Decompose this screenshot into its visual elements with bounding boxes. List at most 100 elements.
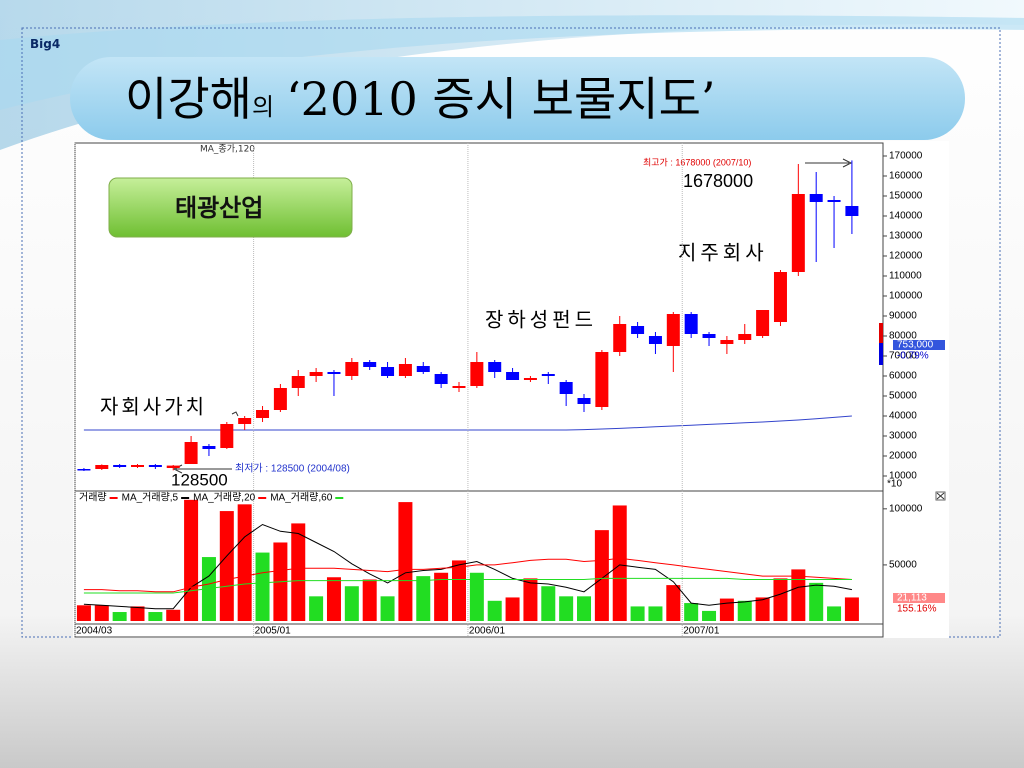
candle-body — [773, 272, 787, 322]
volume-bar — [809, 582, 824, 621]
volume-bar — [416, 576, 431, 621]
annotation: 최저가 : 128500 (2004/08) — [235, 463, 350, 475]
volume-bar — [94, 605, 109, 621]
arrow — [231, 411, 239, 417]
volume-bar — [648, 606, 663, 621]
candle-body — [738, 334, 752, 340]
candle-body — [148, 465, 162, 467]
y-tick-label: 40000 — [889, 411, 917, 422]
volume-bar — [148, 612, 163, 621]
candle-body — [113, 465, 127, 467]
candle-body — [845, 206, 859, 216]
volume-bar — [559, 596, 574, 621]
candle-body — [666, 314, 680, 346]
candle-body — [559, 382, 573, 394]
y-tick-label: 120000 — [889, 251, 923, 262]
volume-bar — [237, 504, 252, 621]
candle-body — [702, 334, 716, 338]
y-tick-label: 10000 — [889, 471, 917, 482]
candle-body — [381, 367, 395, 376]
volume-ma-line — [83, 523, 852, 610]
side-label: -0.79% — [897, 351, 929, 362]
legend-label: MA_거래량,20 — [193, 492, 256, 504]
title-banner — [70, 57, 965, 140]
candle-body — [238, 418, 252, 424]
candle-body — [256, 410, 270, 418]
candle-body — [541, 374, 555, 376]
volume-bar — [612, 505, 627, 621]
volume-bar — [451, 560, 466, 621]
legend-swatch — [258, 497, 267, 499]
candle-body — [791, 194, 805, 272]
y-tick-label: 60000 — [889, 371, 917, 382]
volume-bar — [755, 597, 770, 621]
volume-bar — [291, 523, 306, 621]
y-tick-label: 130000 — [889, 231, 923, 242]
volume-bar — [541, 586, 556, 621]
volume-bar — [523, 578, 538, 621]
candle-body — [506, 372, 520, 380]
volume-bar — [112, 612, 127, 621]
legend-label: MA_거래량,5 — [122, 492, 179, 504]
x-tick-label: 2006/01 — [469, 626, 506, 637]
x-tick-label: 2004/03 — [76, 626, 113, 637]
candle-body — [309, 372, 323, 376]
title-rest: ‘2010 증시 보물지도’ — [286, 72, 715, 126]
side-label: *10 — [887, 479, 902, 490]
volume-bar — [684, 603, 699, 621]
candle-body — [756, 310, 770, 336]
x-tick-label: 2007/01 — [683, 626, 720, 637]
legend-label: MA_종가,120 — [200, 144, 255, 155]
swoosh — [0, 15, 1024, 111]
candle-body — [827, 200, 841, 202]
y-tick-label: 30000 — [889, 431, 917, 442]
side-label: 21,113 — [897, 593, 927, 604]
candle-body — [95, 465, 109, 469]
legend-swatch — [335, 497, 344, 499]
candle-body — [613, 324, 627, 352]
title-main: 이강해 — [125, 72, 252, 126]
annotation: 지주회사 — [678, 241, 768, 264]
volume-bar — [434, 572, 449, 621]
chart: 10000 20000 30000 40000 50000 60000 70000 80000… — [73, 141, 949, 638]
candle-body — [523, 378, 537, 380]
candle-body — [684, 314, 698, 334]
candle-body — [577, 398, 591, 404]
price-marker — [879, 323, 883, 343]
price-box — [893, 340, 945, 350]
candle-body — [363, 362, 377, 367]
volume-bar — [702, 610, 717, 621]
y-tick-label: 140000 — [889, 211, 923, 222]
volume-bar — [791, 569, 806, 621]
side-label: 155.16% — [897, 604, 937, 615]
candle-body — [720, 340, 734, 344]
y-tick-label: 100000 — [889, 291, 923, 302]
candle-body — [631, 326, 645, 334]
candle-body — [273, 388, 287, 410]
candle-body — [77, 469, 91, 471]
volume-bar — [844, 597, 859, 621]
volume-bar — [505, 597, 520, 621]
candle-body — [327, 372, 341, 374]
arrow — [805, 158, 853, 168]
annotation: 128500 — [171, 470, 228, 489]
volume-bar — [326, 577, 341, 621]
volume-bar — [380, 596, 395, 621]
volume-bar — [773, 578, 788, 621]
brand: Big4 — [30, 37, 60, 51]
candle-body — [809, 194, 823, 202]
legend-swatch — [109, 497, 118, 499]
volume-bar — [130, 606, 145, 621]
volume-bar — [201, 557, 216, 621]
candle-body — [220, 424, 234, 448]
candle-body — [648, 336, 662, 344]
candle-body — [131, 465, 145, 467]
candle-body — [416, 366, 430, 372]
annotation: 1678000 — [683, 171, 753, 191]
volume-bar — [309, 596, 324, 621]
badge-text: 태광산업 — [175, 194, 263, 222]
candle-body — [595, 352, 609, 407]
title-small: 의 — [252, 93, 274, 121]
annotation: 최고가 : 1678000 (2007/10) — [643, 157, 751, 167]
volume-bar — [76, 605, 91, 621]
